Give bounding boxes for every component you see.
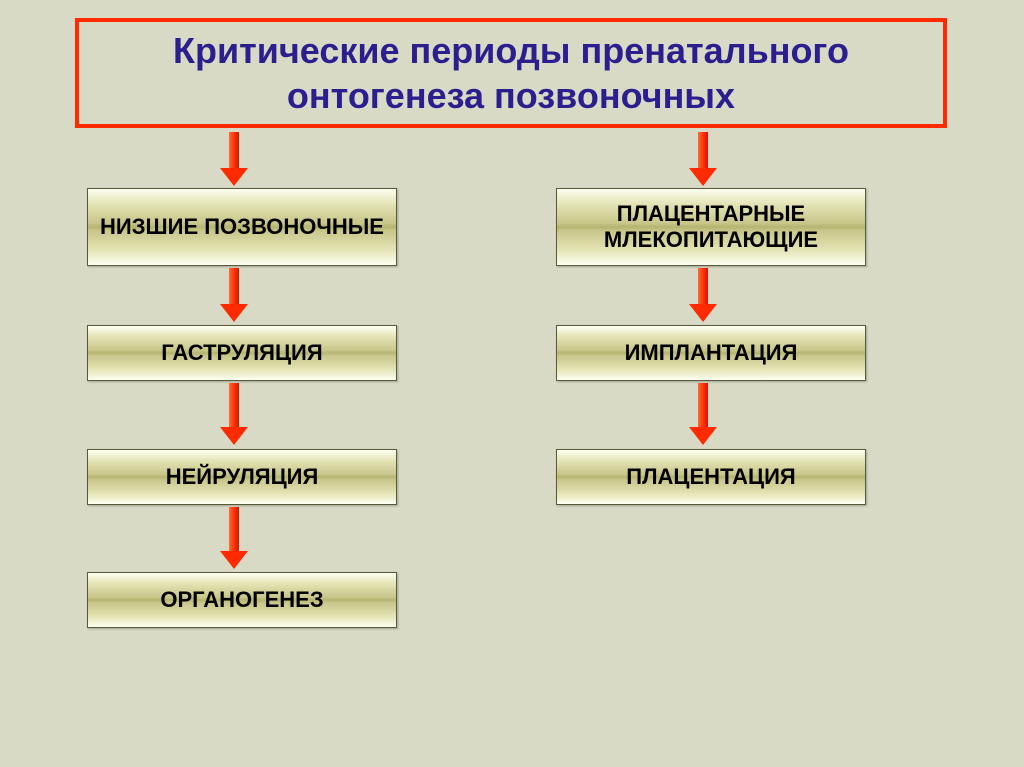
left-step-1-node: ГАСТРУЛЯЦИЯ	[87, 325, 397, 381]
right-step-1-label: ИМПЛАНТАЦИЯ	[625, 340, 798, 366]
right-header-node: ПЛАЦЕНТАРНЫЕ МЛЕКОПИТАЮЩИЕ	[556, 188, 866, 266]
arrow-left-3-4	[226, 507, 242, 569]
arrow-left-1-2	[226, 268, 242, 322]
arrow-right-1-2	[695, 268, 711, 322]
right-step-2-node: ПЛАЦЕНТАЦИЯ	[556, 449, 866, 505]
arrow-title-to-right	[695, 132, 711, 186]
left-step-2-node: НЕЙРУЛЯЦИЯ	[87, 449, 397, 505]
diagram-title: Критические периоды пренатального онтоге…	[99, 28, 923, 118]
left-step-1-label: ГАСТРУЛЯЦИЯ	[161, 340, 322, 366]
title-box: Критические периоды пренатального онтоге…	[75, 18, 947, 128]
right-header-label: ПЛАЦЕНТАРНЫЕ МЛЕКОПИТАЮЩИЕ	[565, 201, 857, 254]
left-header-label: НИЗШИЕ ПОЗВОНОЧНЫЕ	[100, 214, 384, 240]
right-step-1-node: ИМПЛАНТАЦИЯ	[556, 325, 866, 381]
arrow-left-2-3	[226, 383, 242, 445]
left-step-2-label: НЕЙРУЛЯЦИЯ	[166, 464, 319, 490]
arrow-title-to-left	[226, 132, 242, 186]
left-step-3-node: ОРГАНОГЕНЕЗ	[87, 572, 397, 628]
left-header-node: НИЗШИЕ ПОЗВОНОЧНЫЕ	[87, 188, 397, 266]
left-step-3-label: ОРГАНОГЕНЕЗ	[160, 587, 323, 613]
arrow-right-2-3	[695, 383, 711, 445]
right-step-2-label: ПЛАЦЕНТАЦИЯ	[626, 464, 795, 490]
